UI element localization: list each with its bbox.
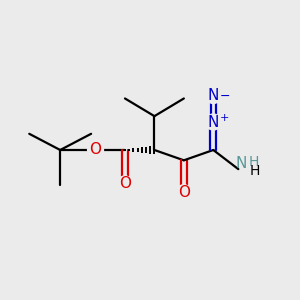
Text: O: O (178, 185, 190, 200)
Circle shape (206, 114, 221, 130)
Text: N: N (208, 115, 219, 130)
Text: H: H (248, 155, 259, 169)
Text: −: − (219, 90, 230, 103)
Circle shape (206, 88, 221, 103)
Text: +: + (220, 112, 229, 123)
Text: N: N (208, 88, 219, 103)
Circle shape (88, 142, 103, 158)
Text: N: N (236, 156, 247, 171)
Text: H: H (249, 164, 260, 178)
Circle shape (117, 176, 133, 192)
Text: O: O (89, 142, 101, 158)
Text: O: O (119, 176, 131, 191)
Circle shape (176, 185, 192, 201)
